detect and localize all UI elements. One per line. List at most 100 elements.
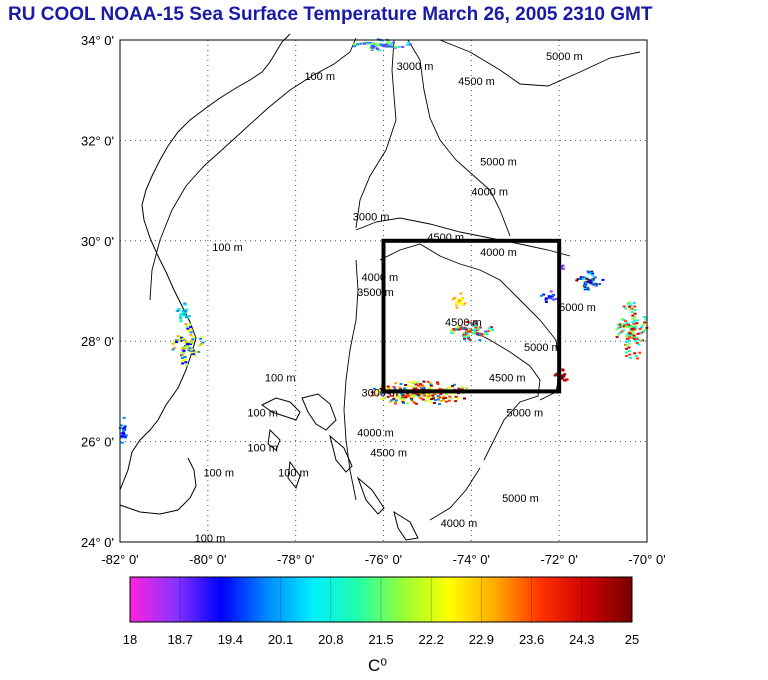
sst-pixel	[452, 383, 456, 386]
sst-pixel	[352, 43, 356, 46]
sst-pixel	[624, 320, 628, 323]
sst-pixel	[119, 424, 123, 427]
sst-pixel	[120, 435, 124, 437]
contour-label: 100 m	[203, 468, 234, 480]
sst-pixel	[407, 394, 411, 396]
sst-pixel	[178, 335, 182, 338]
colorbar-tick-label: 19.4	[218, 632, 243, 647]
sst-pixel	[627, 339, 631, 342]
sst-pixel	[480, 332, 484, 335]
sst-pixel	[375, 47, 379, 50]
sst-pixel	[633, 305, 637, 308]
x-tick-label: -76° 0'	[365, 552, 402, 567]
x-tick-label: -78° 0'	[277, 552, 314, 567]
sst-pixel	[617, 326, 621, 329]
sst-pixel	[622, 323, 626, 326]
sst-pixel	[192, 336, 196, 339]
sst-pixel	[359, 42, 363, 45]
sst-pixel	[625, 344, 629, 347]
sst-pixel	[486, 330, 490, 333]
sst-pixel	[450, 329, 453, 332]
contour-label: 5000 m	[559, 302, 596, 314]
sst-pixel	[465, 332, 469, 335]
contour-4500m-north	[407, 39, 511, 237]
sst-pixel	[583, 284, 587, 287]
sst-pixel	[633, 352, 637, 355]
sst-pixel	[188, 349, 192, 352]
sst-pixel	[386, 41, 390, 44]
sst-pixel	[586, 286, 590, 289]
sst-pixel	[412, 380, 416, 383]
sst-pixel	[597, 283, 601, 286]
sst-pixel	[622, 318, 626, 321]
sst-pixel	[471, 323, 475, 326]
colorbar-ticks: 18 18.7 19.4 20.1 20.8 21.5 22.2 22.9 23.6 24.3 25	[123, 577, 639, 647]
sst-pixel	[559, 265, 563, 268]
sst-pixel	[356, 43, 360, 46]
sst-pixel	[390, 45, 394, 48]
sst-pixel	[424, 399, 428, 402]
sst-pixel	[183, 356, 187, 359]
sst-pixel	[376, 390, 380, 393]
sst-pixel	[559, 375, 563, 378]
keys-coastline	[119, 457, 197, 515]
sst-pixel	[631, 318, 635, 320]
contour-5000m-north	[439, 39, 641, 87]
sst-pixel	[634, 340, 638, 343]
sst-pixel	[454, 395, 458, 398]
sst-pixel	[429, 383, 433, 386]
sst-pixel	[417, 394, 421, 397]
sst-pixel	[382, 43, 386, 46]
sst-pixel	[634, 355, 638, 357]
sst-pixel	[181, 357, 184, 359]
sst-pixel	[620, 323, 624, 326]
sst-pixel	[578, 277, 582, 280]
sst-pixel	[561, 369, 565, 372]
sst-pixel	[404, 384, 408, 386]
sst-pixel	[462, 326, 465, 329]
colorbar-tick-label: 20.1	[268, 632, 293, 647]
sst-pixel	[184, 310, 188, 313]
sst-pixel	[581, 277, 585, 280]
colorbar-tick-label: 18.7	[168, 632, 193, 647]
sst-pixel	[635, 322, 639, 325]
sst-pixel	[420, 387, 424, 390]
sst-pixel	[637, 338, 641, 341]
sst-pixel	[405, 392, 409, 395]
sst-pixel	[392, 386, 396, 388]
sst-pixel	[636, 319, 640, 322]
sst-pixel	[622, 305, 626, 308]
sst-pixel	[460, 299, 464, 302]
sst-pixel	[624, 325, 628, 328]
sst-pixel	[583, 288, 587, 291]
sst-pixel	[198, 344, 201, 347]
sst-pixel	[636, 357, 640, 360]
y-tick-label: 24° 0'	[81, 535, 114, 550]
contour-label: 5000 m	[480, 157, 517, 169]
sst-pixel	[477, 327, 481, 330]
sst-pixel	[450, 332, 454, 334]
sst-pixel	[439, 400, 443, 402]
sst-pixel	[379, 43, 383, 46]
sst-pixel	[389, 42, 393, 45]
sst-pixel	[624, 351, 628, 354]
sst-pixel	[404, 395, 408, 398]
sst-pixel	[179, 320, 183, 323]
contour-100m-north	[149, 37, 357, 301]
sst-pixel	[539, 294, 543, 297]
sst-pixel	[372, 46, 376, 49]
sst-pixel	[393, 387, 397, 390]
sst-pixel	[404, 396, 408, 399]
sst-pixel	[422, 387, 426, 390]
sst-pixel	[385, 43, 389, 46]
sst-pixel	[462, 328, 466, 331]
sst-pixel	[474, 326, 478, 329]
sst-pixel	[475, 333, 479, 336]
sst-pixel	[448, 386, 452, 389]
sst-pixel	[445, 387, 449, 390]
sst-pixel	[426, 380, 430, 383]
sst-pixel	[637, 343, 641, 346]
sst-pixel	[419, 397, 423, 400]
contour-label: 3000 m	[397, 61, 434, 73]
sst-pixel	[644, 318, 648, 321]
